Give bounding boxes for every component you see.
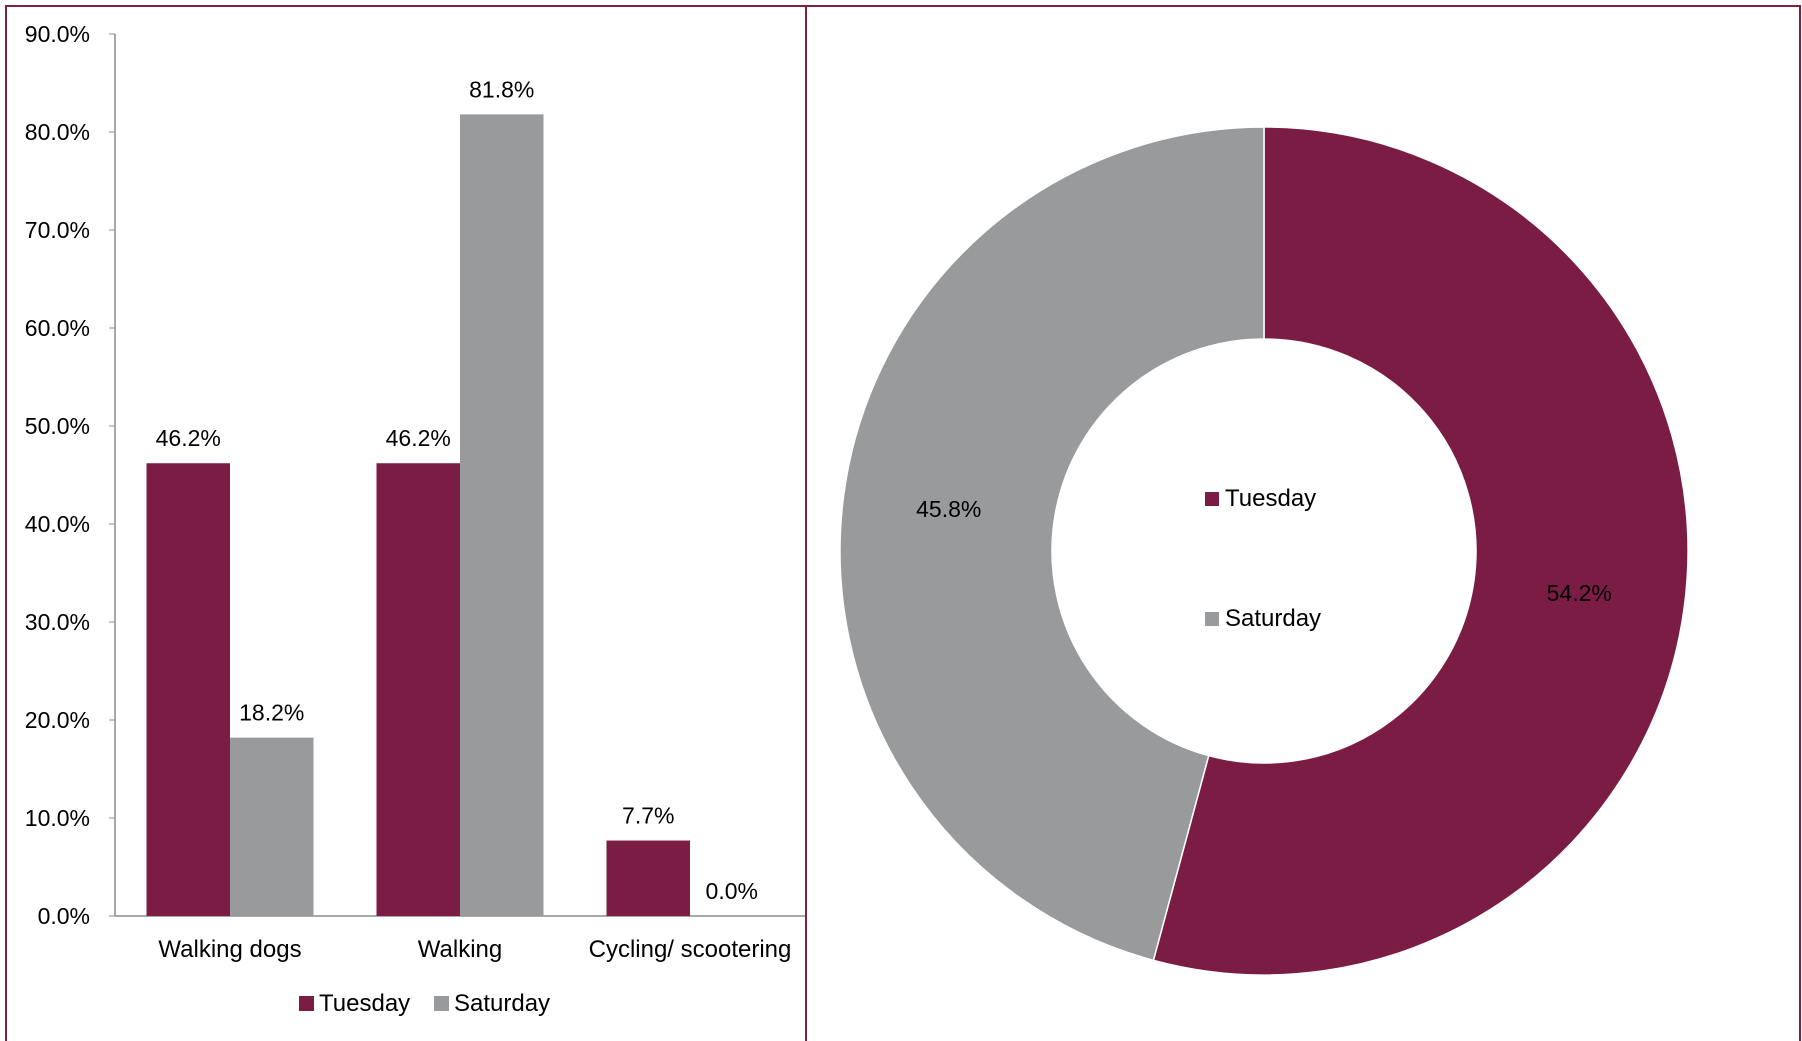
legend-label-tuesday: Tuesday [319, 990, 410, 1017]
data-label-saturday-walking: 81.8% [469, 76, 534, 102]
category-label-cycling-scootering: Cycling/ scootering [589, 936, 792, 963]
y-tick-label: 20.0% [25, 707, 90, 733]
donut-slice-tuesday [1152, 126, 1689, 976]
donut-slice-saturday [839, 126, 1265, 962]
y-tick-label: 90.0% [25, 21, 90, 47]
category-label-walking-dogs: Walking dogs [158, 936, 301, 963]
category-label-walking: Walking [418, 936, 502, 963]
bar-tuesday-walking-dogs [146, 463, 230, 916]
data-label-tuesday-walking: 46.2% [386, 425, 451, 451]
donut-label-tuesday: 54.2% [1547, 580, 1612, 606]
bar-chart: 0.0% 10.0% 20.0% 30.0% 40.0% 50.0% 60.0% 70.0% 8… [25, 21, 805, 1017]
y-axis-ticks: 0.0% 10.0% 20.0% 30.0% 40.0% 50.0% 60.0% 70.0% 8… [25, 21, 115, 929]
legend-swatch-saturday [434, 996, 449, 1011]
donut-chart-panel [805, 5, 1801, 1041]
y-tick-label: 40.0% [25, 511, 90, 537]
legend-label-tuesday: Tuesday [1225, 485, 1316, 512]
y-tick-label: 30.0% [25, 609, 90, 635]
bar-tuesday-walking [376, 463, 460, 916]
data-label-saturday-cycling-scootering: 0.0% [706, 878, 758, 904]
legend-label-saturday: Saturday [1225, 605, 1321, 632]
y-tick-label: 0.0% [38, 903, 90, 929]
data-label-saturday-walking-dogs: 18.2% [239, 700, 304, 726]
bar-data-labels: 46.2% 18.2% 46.2% 81.8% 7.7% 0.0% [156, 76, 758, 904]
category-labels: Walking dogs Walking Cycling/ scootering [158, 936, 791, 963]
data-label-tuesday-walking-dogs: 46.2% [156, 425, 221, 451]
bar-tuesday-cycling-scootering [606, 840, 690, 916]
donut-data-labels: 54.2% 45.8% [916, 496, 1612, 606]
donut-chart: 54.2% 45.8% Tuesday Saturday [839, 126, 1689, 976]
legend-swatch-saturday [1205, 612, 1219, 626]
y-tick-label: 60.0% [25, 315, 90, 341]
donut-slices [839, 126, 1689, 976]
legend-label-saturday: Saturday [454, 990, 550, 1017]
bar-saturday-walking-dogs [230, 737, 314, 916]
donut-label-saturday: 45.8% [916, 496, 981, 522]
bar-series [146, 114, 690, 917]
y-tick-label: 50.0% [25, 413, 90, 439]
bar-legend: Tuesday Saturday [299, 990, 550, 1017]
donut-legend: Tuesday Saturday [1205, 485, 1321, 632]
bar-saturday-walking [460, 114, 544, 917]
legend-swatch-tuesday [299, 996, 314, 1011]
y-tick-label: 10.0% [25, 805, 90, 831]
legend-swatch-tuesday [1205, 492, 1219, 506]
y-tick-label: 70.0% [25, 217, 90, 243]
y-tick-label: 80.0% [25, 119, 90, 145]
data-label-tuesday-cycling-scootering: 7.7% [622, 803, 674, 829]
